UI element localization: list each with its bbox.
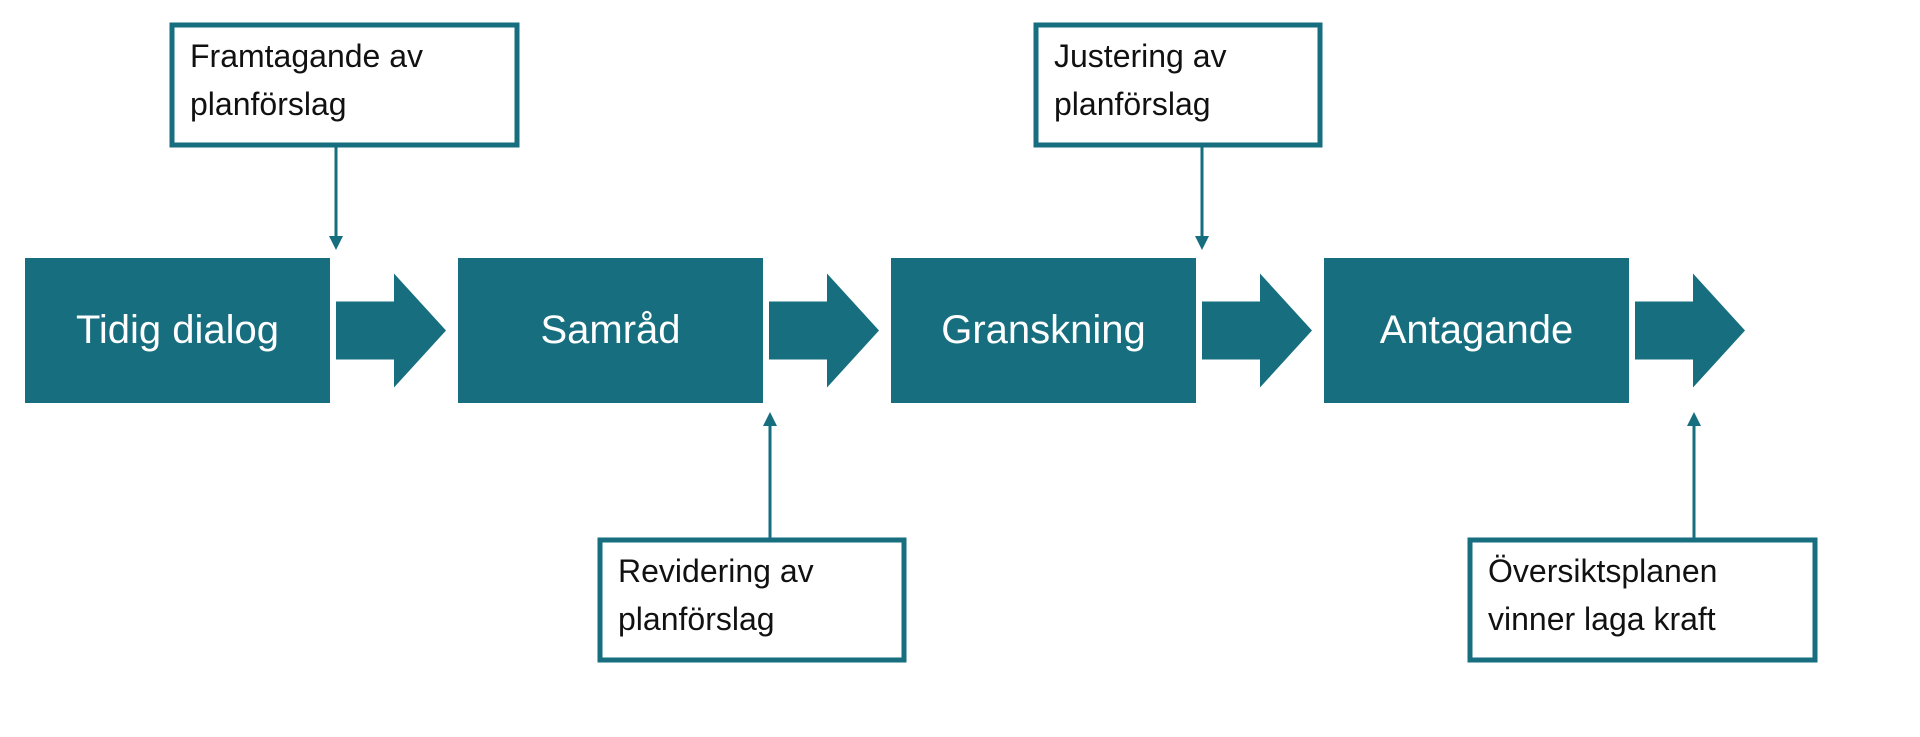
callout-1-line-1: planförslag <box>190 86 347 122</box>
stage-4-label: Antagande <box>1380 308 1574 352</box>
callout-2-line-0: Justering av <box>1054 38 1227 74</box>
arrowhead-icon <box>1195 236 1209 250</box>
stage-3-label: Granskning <box>941 308 1146 352</box>
arrowhead-icon <box>1687 412 1701 426</box>
arrowhead-icon <box>763 412 777 426</box>
callout-1-line-0: Framtagande av <box>190 38 423 74</box>
callout-3-line-0: Revidering av <box>618 553 814 589</box>
flow-arrow-icon <box>769 274 879 388</box>
stage-2-label: Samråd <box>540 308 680 352</box>
process-flowchart: Tidig dialog Samråd Granskning Antagande Fra… <box>0 0 1920 737</box>
callout-4-line-1: vinner laga kraft <box>1488 601 1716 637</box>
flow-arrow-icon <box>1202 274 1312 388</box>
callout-2-line-1: planförslag <box>1054 86 1211 122</box>
flow-arrow-icon <box>336 274 446 388</box>
flow-arrow-icon <box>1635 274 1745 388</box>
callout-3-line-1: planförslag <box>618 601 775 637</box>
stage-1-label: Tidig dialog <box>76 308 279 352</box>
arrowhead-icon <box>329 236 343 250</box>
callout-4-line-0: Översiktsplanen <box>1488 553 1717 589</box>
